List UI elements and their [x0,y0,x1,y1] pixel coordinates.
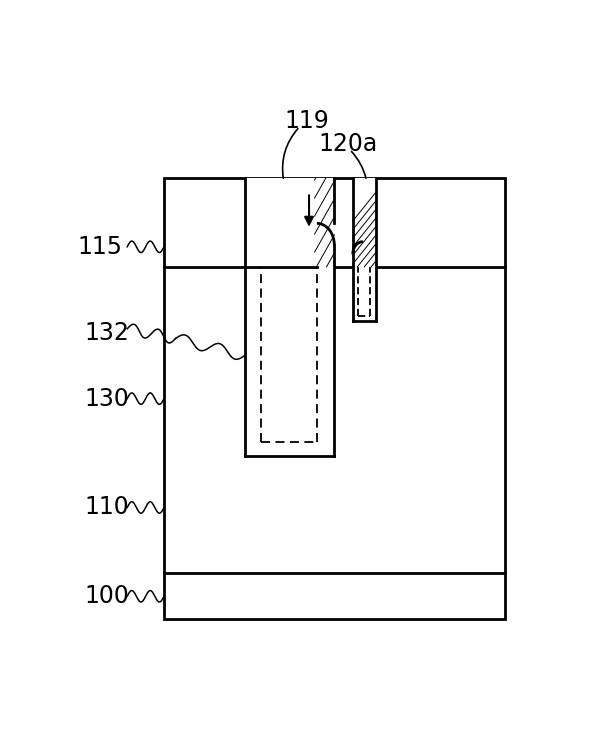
Text: 110: 110 [84,496,129,519]
Text: 115: 115 [77,235,122,259]
Bar [164,178,505,619]
Bar [353,178,376,321]
Text: 130: 130 [84,387,129,411]
Text: 120a: 120a [318,132,378,155]
Text: 100: 100 [84,584,129,609]
Bar [245,178,334,456]
Text: 132: 132 [84,321,129,344]
Text: 119: 119 [285,109,329,132]
